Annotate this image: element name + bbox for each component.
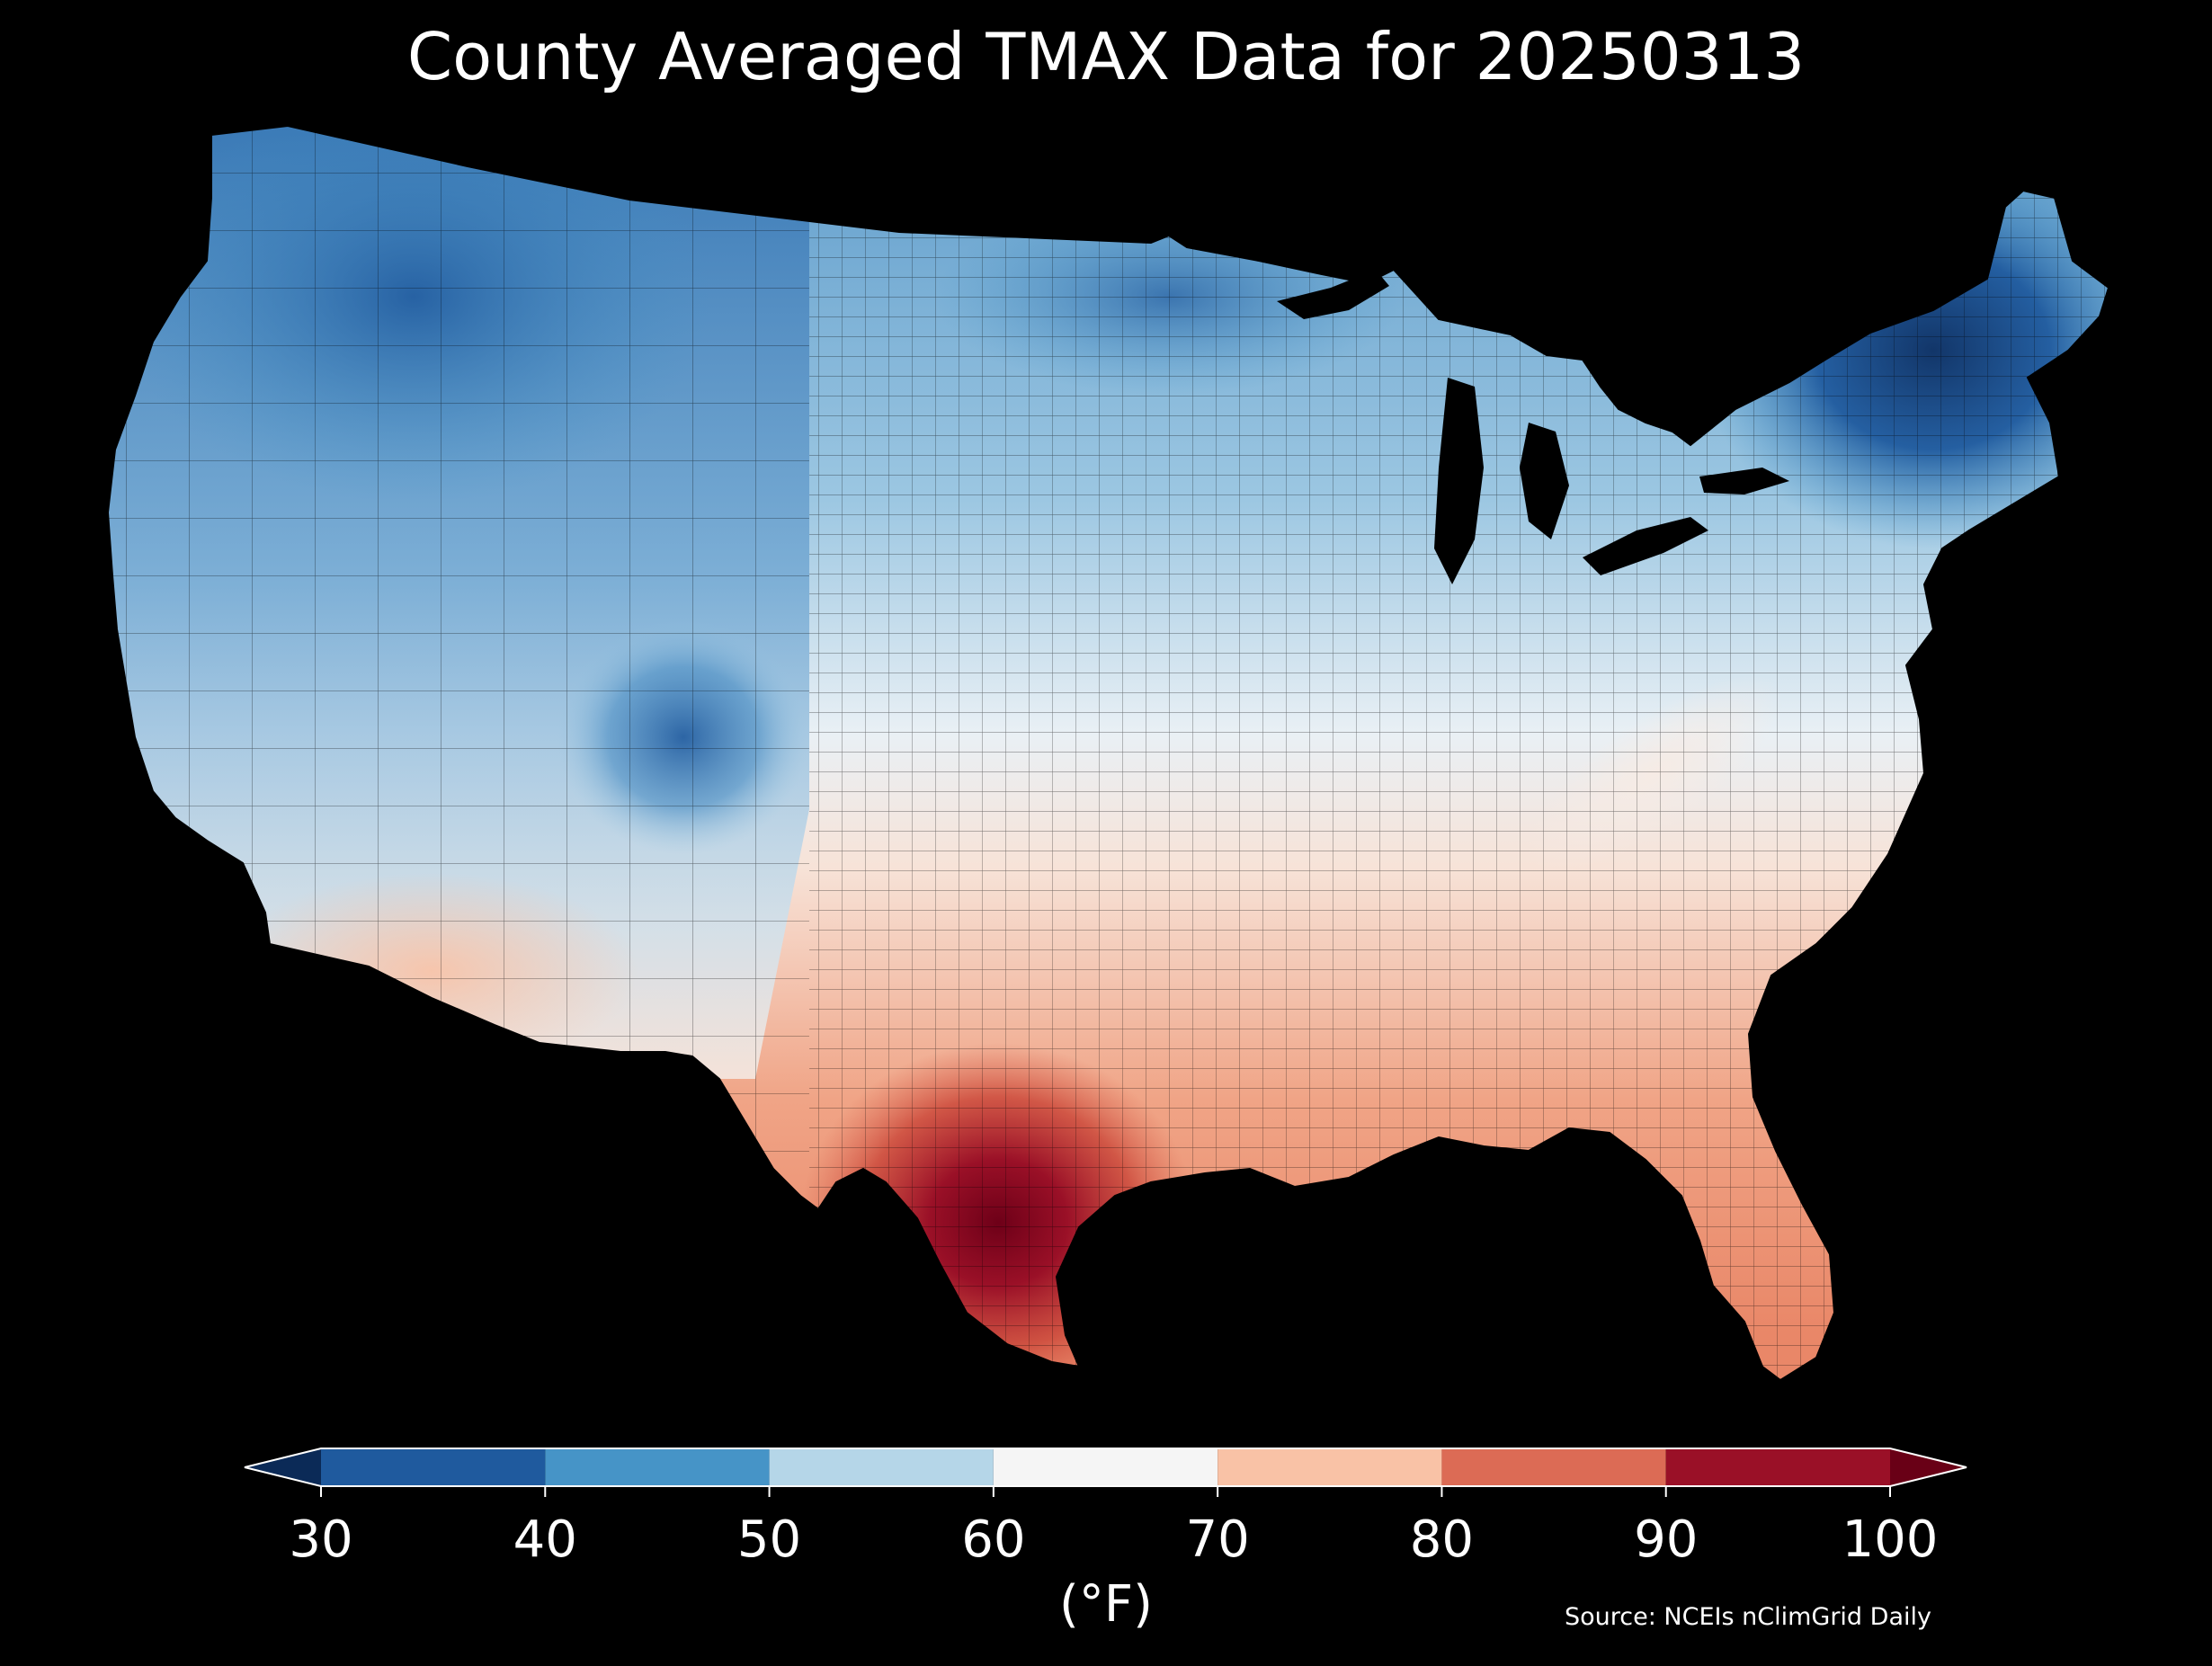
- great-lakes: [1277, 270, 1789, 584]
- colorbar-under-arrow: [245, 1448, 321, 1486]
- colorbar-tick-label: 90: [1634, 1510, 1699, 1569]
- source-credit: Source: NCEIs nClimGrid Daily: [1565, 1603, 1931, 1631]
- colorbar-bin-0: [321, 1448, 546, 1486]
- colorbar-over-arrow: [1890, 1448, 1967, 1486]
- colorbar-bin-2: [769, 1448, 994, 1486]
- colorbar-bin-3: [993, 1448, 1218, 1486]
- colorbar-tick-label: 60: [961, 1510, 1026, 1569]
- colorbar-tick-label: 50: [736, 1510, 802, 1569]
- map-title: County Averaged TMAX Data for 20250313: [406, 19, 1806, 94]
- colorbar-tick-label: 70: [1185, 1510, 1250, 1569]
- colorbar-tick-label: 100: [1842, 1510, 1939, 1569]
- colorbar-units-label: (°F): [1059, 1575, 1153, 1634]
- colorbar-bin-1: [545, 1448, 770, 1486]
- colorbar-bin-4: [1217, 1448, 1442, 1486]
- colorbar-tick-label: 30: [289, 1510, 353, 1569]
- colorbar-tick-label: 40: [513, 1510, 577, 1569]
- colorbar-bin-6: [1665, 1448, 1890, 1486]
- colorbar-bin-5: [1441, 1448, 1666, 1486]
- colorbar-tick-label: 80: [1409, 1510, 1475, 1569]
